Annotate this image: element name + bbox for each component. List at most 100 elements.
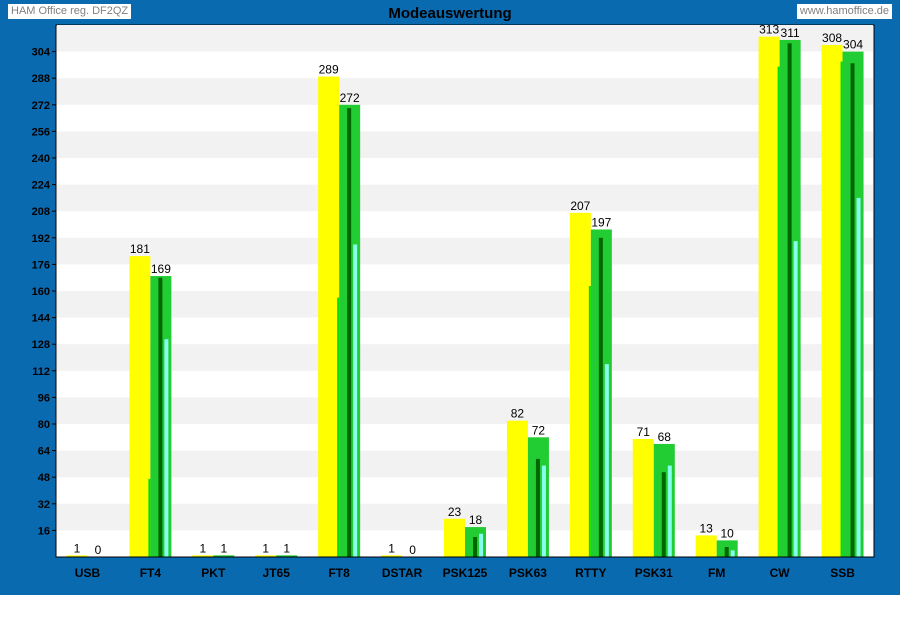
y-axis: 16 32 48 64 80 96 112 128 144 160 176 192 208 224 240 2… (32, 25, 57, 557)
x-category-label: JT65 (263, 566, 291, 580)
x-category-label: FT8 (328, 566, 350, 580)
owner-label: HAM Office reg. DF2QZ (8, 4, 132, 19)
bar-series-b-dark (158, 277, 163, 557)
grid-band (57, 291, 873, 318)
value-label-series-b: 10 (721, 526, 735, 540)
value-label-series-a: 207 (570, 199, 590, 213)
value-label-series-a: 23 (448, 505, 462, 519)
y-tick-label: 80 (38, 419, 50, 431)
bar-series-b-light (793, 241, 798, 557)
value-label-series-b: 304 (843, 38, 863, 52)
value-label-series-b: 0 (409, 543, 416, 557)
bar-series-a-inner (777, 66, 780, 557)
bar-series-b-dark (598, 237, 603, 558)
value-label-series-a: 1 (262, 541, 269, 555)
y-tick-label: 192 (32, 233, 50, 245)
x-category-label: FM (708, 566, 725, 580)
bar-series-a-inner (337, 297, 340, 557)
grid-band (57, 237, 873, 265)
bar-series-b-light (604, 364, 609, 557)
y-tick-label: 48 (38, 472, 50, 484)
y-tick-label: 32 (38, 499, 50, 511)
y-tick-label: 272 (32, 100, 50, 112)
y-tick-label: 240 (32, 153, 50, 165)
bar-series-b-light (667, 465, 672, 557)
bar-series-b-light (164, 339, 169, 557)
bar-series-b (213, 555, 235, 557)
bar-series-b-dark (787, 43, 792, 558)
value-label-series-b: 0 (95, 543, 102, 557)
value-label-series-a: 308 (822, 31, 842, 45)
y-tick-label: 304 (32, 47, 51, 59)
value-label-series-b: 1 (220, 541, 227, 555)
value-label-series-a: 71 (637, 425, 651, 439)
x-category-label: PSK31 (635, 566, 673, 580)
value-label-series-b: 68 (658, 430, 672, 444)
y-tick-label: 288 (32, 73, 50, 85)
x-category-label: CW (770, 566, 791, 580)
value-label-series-a: 313 (759, 23, 779, 37)
bar-series-a-inner (588, 286, 591, 557)
value-label-series-b: 72 (532, 423, 546, 437)
bar-series-a (129, 256, 151, 557)
value-label-series-a: 82 (511, 407, 525, 421)
grid-band (57, 78, 873, 105)
bar-series-b-dark (347, 108, 352, 557)
y-tick-label: 16 (38, 525, 50, 537)
bar-series-a (569, 212, 591, 558)
website-label: www.hamoffice.de (796, 4, 892, 19)
y-tick-label: 112 (32, 366, 50, 378)
bar-series-a (444, 518, 465, 557)
value-label-series-b: 311 (781, 26, 800, 40)
x-axis: USB FT4 PKT JT65 FT8 DSTAR PSK125 PSK63 RTTY PSK3… (56, 556, 874, 580)
bar-series-b-dark (661, 472, 666, 557)
x-category-label: RTTY (575, 566, 606, 580)
value-label-series-a: 181 (130, 242, 150, 256)
y-tick-label: 144 (32, 313, 51, 325)
bar-series-b (276, 555, 298, 557)
bar-series-b-dark (724, 547, 729, 557)
chart-title: Modeauswertung (388, 5, 512, 22)
bar-series-a (632, 438, 654, 557)
x-category-label: FT4 (140, 566, 162, 580)
bar-series-a (821, 44, 843, 557)
value-label-series-b: 18 (469, 513, 483, 527)
bar-series-a (695, 535, 717, 557)
mode-bar-chart: 16 32 48 64 80 96 112 128 144 160 176 192 208 224 240 2… (32, 23, 875, 580)
y-tick-label: 224 (32, 180, 51, 192)
bar-series-a (192, 555, 214, 557)
bar-series-a (66, 555, 88, 557)
bar-series-a-inner (148, 478, 151, 557)
y-tick-label: 208 (32, 206, 50, 218)
bar-series-a (381, 555, 403, 557)
bar-series-a-inner (840, 61, 843, 557)
value-label-series-a: 289 (319, 63, 339, 77)
y-tick-label: 160 (32, 286, 50, 298)
value-label-series-b: 1 (283, 541, 290, 555)
grid-band (57, 344, 873, 371)
grid-band (57, 397, 873, 424)
x-category-label: DSTAR (382, 566, 423, 580)
value-label-series-b: 272 (340, 91, 360, 105)
y-tick-label: 128 (32, 339, 50, 351)
bar-series-a (506, 420, 528, 557)
y-tick-label: 64 (38, 446, 51, 458)
bar-series-a (758, 36, 780, 557)
value-label-series-a: 1 (199, 541, 206, 555)
value-label-series-a: 1 (74, 541, 81, 555)
y-tick-label: 176 (32, 259, 50, 271)
y-tick-label: 96 (38, 392, 50, 404)
bar-series-b-dark (535, 458, 540, 557)
bar-series-b-light (353, 244, 358, 557)
x-category-label: SSB (830, 566, 855, 580)
value-label-series-a: 13 (700, 521, 714, 535)
x-category-label: PSK125 (443, 566, 488, 580)
bar-series-a (318, 76, 340, 557)
grid-band (57, 184, 873, 212)
y-tick-label: 256 (32, 126, 50, 138)
grid-band (57, 131, 873, 158)
x-category-label: PSK63 (509, 566, 547, 580)
grid-band (57, 450, 873, 478)
value-label-series-b: 169 (151, 262, 171, 276)
